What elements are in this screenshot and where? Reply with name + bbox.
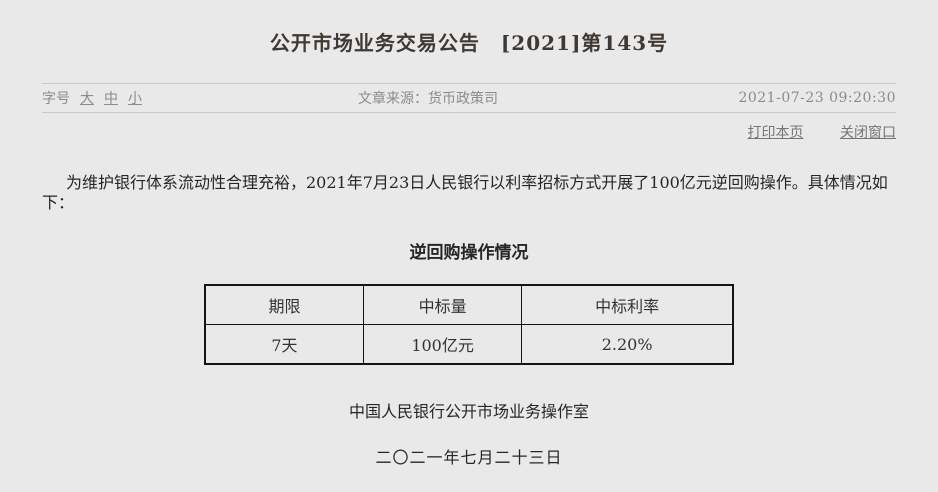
font-size-label: 字号 bbox=[42, 91, 70, 107]
table-header-row: 期限 中标量 中标利率 bbox=[204, 284, 734, 325]
page-title: 公开市场业务交易公告 [2021]第143号 bbox=[269, 31, 669, 55]
table-cell-volume: 100亿元 bbox=[362, 324, 523, 365]
close-window-link[interactable]: 关闭窗口 bbox=[840, 125, 896, 141]
source-value: 货币政策司 bbox=[428, 91, 498, 107]
font-size-medium-link[interactable]: 中 bbox=[104, 91, 118, 107]
table-header-rate: 中标利率 bbox=[521, 284, 734, 325]
table-cell-term: 7天 bbox=[204, 324, 364, 365]
font-size-large-link[interactable]: 大 bbox=[80, 91, 94, 107]
top-action-links: 打印本页 关闭窗口 bbox=[42, 122, 896, 142]
table-header-volume: 中标量 bbox=[362, 284, 523, 325]
table-title: 逆回购操作情况 bbox=[409, 243, 529, 263]
signature-line: 中国人民银行公开市场业务操作室 bbox=[348, 402, 589, 421]
date-line: 二〇二一年七月二十三日 bbox=[375, 448, 563, 467]
publish-timestamp: 2021-07-23 09:20:30 bbox=[738, 90, 896, 106]
meta-bar: 字号 大 中 小 文章来源：货币政策司 2021-07-23 09:20:30 bbox=[42, 83, 896, 113]
table-row: 7天 100亿元 2.20% bbox=[204, 324, 734, 365]
font-size-switcher: 字号 大 中 小 bbox=[42, 88, 358, 108]
print-page-link[interactable]: 打印本页 bbox=[747, 125, 804, 141]
table-cell-rate: 2.20% bbox=[521, 324, 734, 365]
font-size-small-link[interactable]: 小 bbox=[128, 91, 142, 107]
source-label: 文章来源： bbox=[358, 91, 428, 107]
announcement-paragraph: 为维护银行体系流动性合理充裕，2021年7月23日人民银行以利率招标方式开展了1… bbox=[42, 173, 888, 212]
table-header-term: 期限 bbox=[204, 284, 364, 325]
article-source: 文章来源：货币政策司 bbox=[358, 88, 498, 108]
repo-operations-table: 期限 中标量 中标利率 7天 100亿元 2.20% bbox=[204, 284, 734, 365]
